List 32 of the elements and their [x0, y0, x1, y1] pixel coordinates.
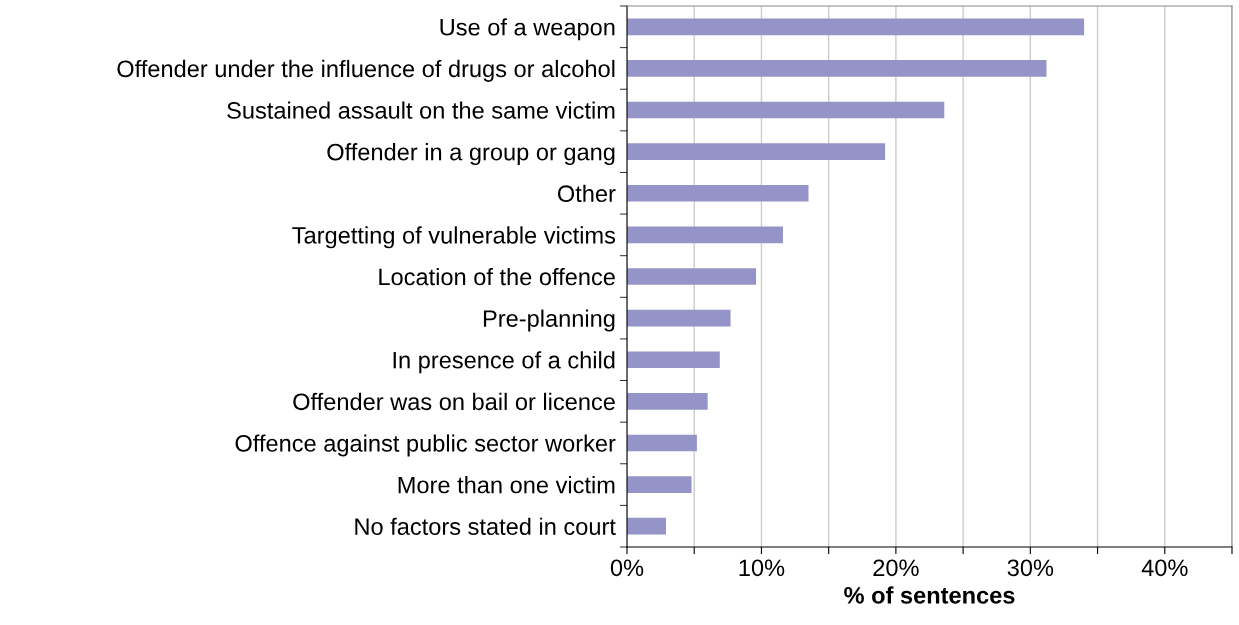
bar [627, 184, 809, 202]
x-tick-label: 20% [873, 559, 919, 577]
x-tick-label: 10% [739, 559, 785, 577]
y-tick-label: Other [557, 184, 616, 203]
y-tick-label: More than one victim [398, 476, 615, 494]
bar [627, 434, 697, 452]
y-tick-label: Offender was on bail or licence [293, 392, 615, 411]
bar [627, 309, 731, 327]
bar [627, 476, 692, 493]
y-tick-label: Offender under the influence of drugs or alcohol [117, 59, 615, 82]
bar [627, 18, 1085, 36]
y-tick-label: Location of the offence [379, 267, 615, 286]
y-tick-label: Use of a weapon [440, 18, 615, 41]
bar [627, 393, 708, 410]
bar [627, 60, 1047, 77]
y-tick-label: No factors stated in court [355, 517, 616, 535]
y-tick-label: Sustained assault on the same victim [227, 101, 615, 119]
bar [627, 268, 757, 285]
x-tick-label: 30% [1007, 559, 1054, 577]
bar [627, 226, 783, 244]
y-tick-label: Offender in a group or gang [327, 143, 615, 166]
bar [627, 351, 720, 369]
x-tick-label: 40% [1141, 559, 1188, 577]
bar [627, 517, 666, 535]
y-tick-label: Pre-planning [483, 309, 615, 332]
x-tick-label: 0% [610, 559, 644, 577]
bar [627, 143, 886, 160]
x-axis-title: % of sentences [844, 586, 1015, 604]
y-tick-label: Offence against public sector worker [235, 434, 616, 457]
bar [627, 101, 945, 119]
y-tick-label: Targetting of vulnerable victims [292, 226, 616, 249]
y-tick-label: In presence of a child [393, 351, 615, 374]
